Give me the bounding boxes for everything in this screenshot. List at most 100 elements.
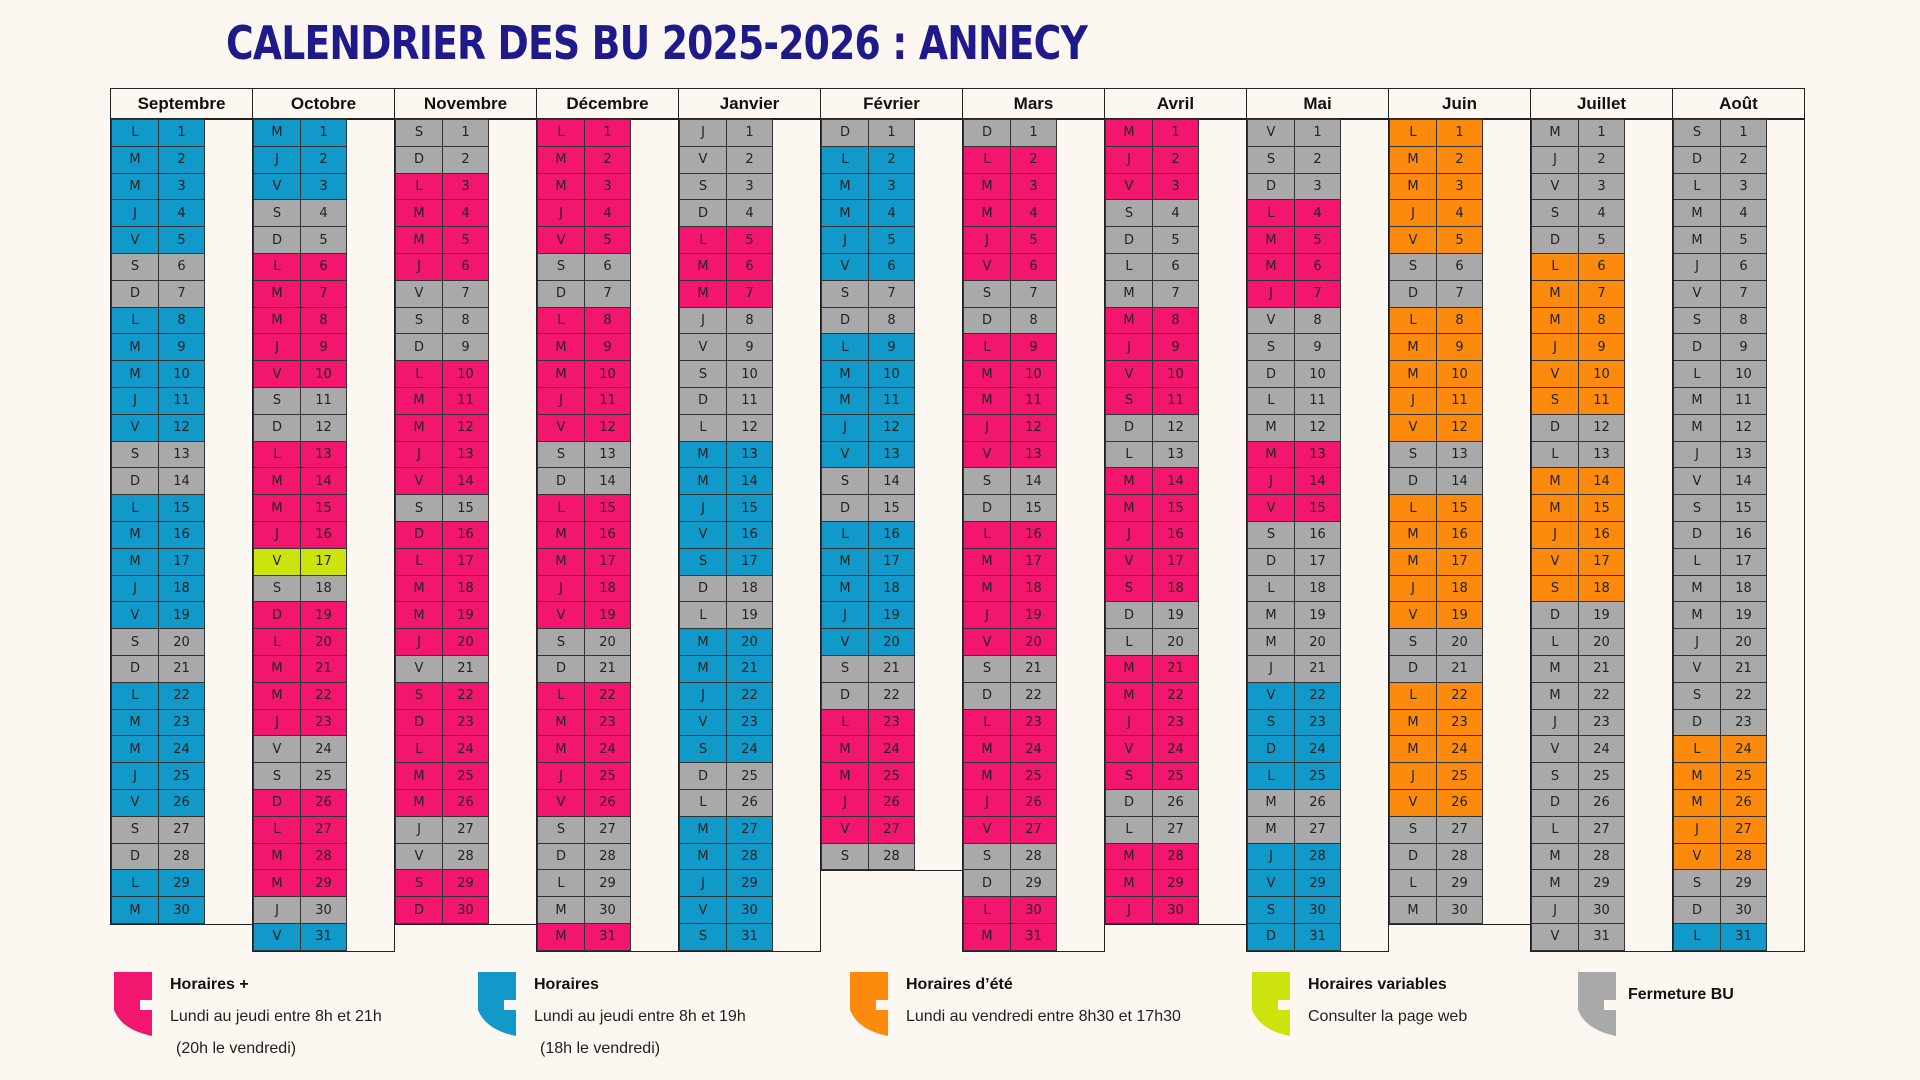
weekday-cell: S [821,279,868,308]
weekday-cell: L [537,869,584,898]
day-row: V 20 [963,628,1104,656]
weekday-cell: M [963,735,1010,764]
legend-swatch-icon [476,970,520,1044]
day-row: V 16 [679,520,820,549]
day-row: L 16 [963,520,1104,549]
day-row: L 11 [1247,386,1388,415]
day-row: M 28 [1531,842,1672,871]
date-cell: 9 [1294,333,1341,362]
date-cell: 25 [1294,762,1341,790]
date-cell: 21 [1720,654,1767,683]
weekday-cell: S [963,842,1010,871]
weekday-cell: M [111,520,158,549]
day-row: J 26 [821,788,962,817]
weekday-cell: M [1531,467,1578,496]
date-cell: 13 [1294,440,1341,469]
weekday-cell: S [253,762,300,790]
weekday-cell: M [963,574,1010,603]
weekday-cell: D [1673,333,1720,362]
date-cell: 18 [1578,574,1625,603]
day-row: D 19 [253,601,394,630]
day-row: S 29 [1673,869,1804,898]
day-row: L 25 [1247,762,1388,790]
weekday-cell: J [395,628,442,656]
day-row: D 16 [395,520,536,549]
day-row: M 21 [253,654,394,683]
date-cell: 24 [868,735,915,764]
date-cell: 20 [1010,628,1057,656]
weekday-cell: L [679,226,726,254]
weekday-cell: D [963,494,1010,522]
day-row: V 24 [253,735,394,764]
weekday-cell: D [1531,788,1578,817]
weekday-cell: V [111,788,158,817]
day-row: M 20 [1247,628,1388,656]
date-cell: 30 [300,896,347,924]
day-row: S 31 [679,922,820,951]
date-cell: 26 [300,788,347,817]
weekday-cell: L [1247,199,1294,228]
date-cell: 25 [1578,762,1625,790]
weekday-cell: M [821,199,868,228]
date-cell: 17 [726,547,773,576]
day-row: J 13 [1673,440,1804,469]
weekday-cell: V [537,601,584,630]
weekday-cell: L [395,735,442,764]
weekday-cell: D [1389,279,1436,308]
weekday-cell: L [111,869,158,898]
day-row: S 15 [395,494,536,522]
date-cell: 18 [300,574,347,603]
day-row: V 27 [963,815,1104,844]
day-row: M 29 [1531,869,1672,898]
date-cell: 15 [1578,494,1625,522]
weekday-cell: S [111,440,158,469]
day-row: S 14 [963,467,1104,496]
day-row: L 10 [1673,360,1804,388]
month-column: Octobre M 1 J 2 V 3 S 4 D 5 L 6 M 7 M 8 J 9 V 10 S 11 D 12 L 13 M 14… [252,88,395,952]
date-cell: 6 [726,252,773,281]
date-cell: 15 [584,494,631,522]
date-cell: 3 [726,172,773,201]
day-row: J 25 [537,762,678,790]
weekday-cell: M [1247,601,1294,630]
date-cell: 17 [1152,547,1199,576]
day-row: D 10 [1247,360,1388,388]
date-cell: 24 [442,735,489,764]
weekday-cell: M [1247,252,1294,281]
date-cell: 30 [584,896,631,924]
date-cell: 11 [1436,386,1483,415]
day-row: L 13 [1531,440,1672,469]
month-header: Août [1672,88,1805,120]
date-cell: 16 [1578,520,1625,549]
month-header: Septembre [110,88,253,120]
date-cell: 17 [1294,547,1341,576]
date-cell: 2 [442,145,489,174]
date-cell: 28 [1720,842,1767,871]
day-row: J 18 [111,574,252,603]
weekday-cell: L [537,681,584,710]
weekday-cell: L [963,520,1010,549]
weekday-cell: M [821,547,868,576]
date-cell: 21 [726,654,773,683]
day-row: D 28 [111,842,252,871]
date-cell: 5 [300,226,347,254]
weekday-cell: J [1247,279,1294,308]
day-row: J 11 [1389,386,1530,415]
weekday-cell: S [111,628,158,656]
weekday-cell: J [111,199,158,228]
day-row: M 17 [821,547,962,576]
day-row: M 10 [821,360,962,388]
weekday-cell: M [1105,494,1152,522]
date-cell: 1 [158,119,205,147]
weekday-cell: J [1105,520,1152,549]
date-cell: 15 [442,494,489,522]
weekday-cell: J [821,601,868,630]
weekday-cell: J [1105,333,1152,362]
